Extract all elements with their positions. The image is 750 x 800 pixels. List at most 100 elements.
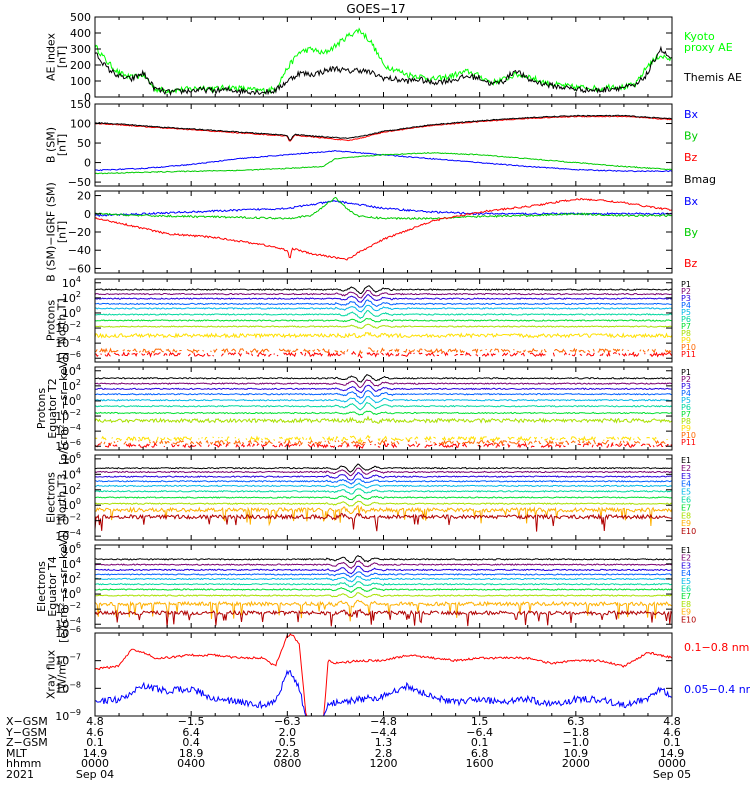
- y-axis-label: Protons: [35, 388, 48, 429]
- channel-label: E10: [681, 527, 696, 536]
- x-axis-row-label: 2021: [6, 768, 34, 781]
- channel-line: [294, 436, 301, 441]
- channel-line: [538, 440, 542, 445]
- channel-line: [95, 599, 672, 622]
- series-line: [95, 27, 672, 95]
- channel-line: [651, 436, 657, 442]
- y-tick-label: 500: [70, 11, 91, 24]
- channel-line: [193, 352, 206, 357]
- x-axis-tick-value: 14.9: [660, 747, 685, 760]
- channel-line: [151, 442, 158, 448]
- channel-label: E8: [681, 600, 691, 609]
- channel-line: [471, 348, 479, 355]
- channel-line: [622, 440, 625, 444]
- channel-label: E1: [681, 456, 691, 465]
- channel-label: P9: [681, 424, 691, 433]
- channel-label: E8: [681, 511, 691, 520]
- channel-line: [95, 500, 672, 507]
- channel-line: [394, 348, 400, 353]
- channel-line: [654, 440, 660, 445]
- channel-line: [407, 443, 416, 448]
- channel-line: [95, 331, 672, 339]
- y-tick-label: −60: [68, 262, 91, 275]
- channel-line: [351, 350, 357, 355]
- x-axis-tick-value: Sep 04: [76, 768, 114, 781]
- channel-label: P3: [681, 382, 691, 391]
- channel-line: [349, 435, 357, 440]
- channel-line: [95, 410, 672, 416]
- series-line: [95, 633, 672, 716]
- channel-line: [593, 440, 596, 445]
- channel-line: [656, 442, 664, 448]
- panel-plot-area: [95, 463, 672, 532]
- channel-line: [396, 440, 400, 445]
- x-axis-tick-value: 0.1: [86, 736, 104, 749]
- channel-line: [523, 440, 526, 444]
- channel-label: E4: [681, 569, 691, 578]
- series-line: [95, 115, 672, 142]
- channel-line: [367, 438, 373, 444]
- channel-line: [201, 437, 203, 439]
- legend-entry: By: [684, 226, 699, 239]
- channel-line: [516, 435, 532, 442]
- channel-line: [612, 348, 621, 353]
- channel-line: [327, 440, 331, 444]
- channel-line: [195, 440, 202, 445]
- channel-line: [267, 353, 272, 357]
- channel-line: [424, 348, 445, 354]
- channel-line: [509, 352, 519, 357]
- y-axis-label: North T1: [56, 297, 69, 345]
- channel-line: [408, 349, 416, 353]
- channel-line: [489, 348, 493, 353]
- channel-line: [517, 442, 528, 449]
- channel-line: [283, 351, 297, 358]
- channel-line: [245, 352, 250, 355]
- channel-label: P7: [681, 322, 691, 331]
- channel-line: [424, 444, 433, 448]
- channel-line: [155, 436, 159, 441]
- y-axis-label: Equator T4: [46, 556, 59, 616]
- channel-line: [225, 443, 229, 448]
- x-axis-tick-value: 22.8: [275, 747, 300, 760]
- channel-line: [632, 438, 635, 440]
- channel-label: E10: [681, 615, 696, 624]
- x-axis-tick-value: 14.9: [83, 747, 108, 760]
- channel-line: [540, 443, 553, 449]
- channel-line: [377, 445, 381, 448]
- channel-line: [612, 352, 617, 355]
- channel-line: [617, 436, 620, 440]
- channel-label: E2: [681, 464, 691, 473]
- channel-line: [101, 435, 107, 441]
- channel-line: [164, 440, 170, 445]
- channel-line: [527, 347, 538, 354]
- channel-line: [508, 440, 521, 445]
- series-line: [95, 197, 672, 261]
- channel-label: P1: [681, 368, 691, 377]
- channel-line: [476, 440, 485, 445]
- channel-label: E6: [681, 496, 691, 505]
- channel-line: [401, 352, 412, 357]
- channel-line: [563, 351, 568, 356]
- channel-line: [633, 440, 641, 444]
- channel-line: [95, 586, 672, 593]
- channel-line: [95, 554, 672, 564]
- channel-line: [637, 436, 642, 441]
- series-line: [95, 669, 672, 716]
- y-axis-label: Electrons: [35, 561, 48, 612]
- channel-line: [95, 373, 672, 383]
- channel-line: [586, 440, 592, 446]
- channel-label: E1: [681, 546, 691, 555]
- channel-line: [205, 439, 209, 444]
- channel-line: [213, 348, 218, 354]
- channel-line: [407, 440, 411, 443]
- channel-line: [618, 440, 622, 445]
- channel-line: [577, 443, 581, 446]
- channel-line: [434, 443, 438, 446]
- y-axis-label: B (SM): [45, 127, 58, 163]
- channel-line: [549, 436, 555, 440]
- channel-line: [204, 436, 208, 441]
- channel-line: [454, 353, 458, 356]
- channel-line: [95, 293, 672, 303]
